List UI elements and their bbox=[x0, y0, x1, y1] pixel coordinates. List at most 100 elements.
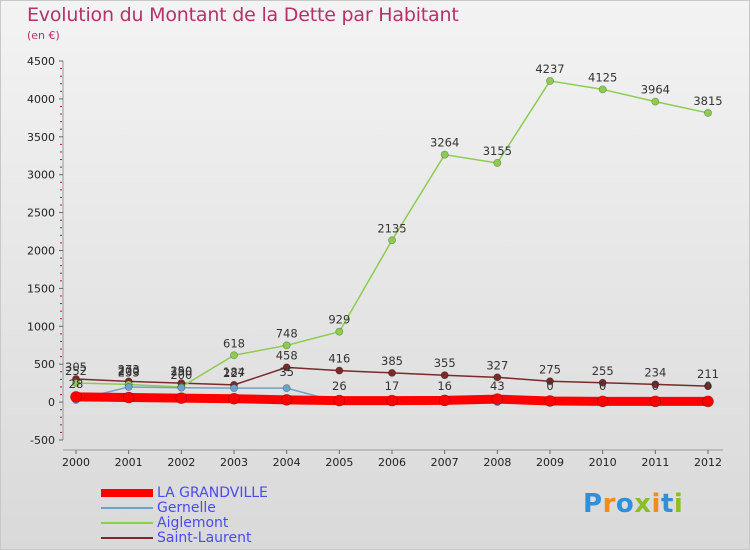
data-point bbox=[702, 395, 714, 408]
data-label: 184 bbox=[223, 365, 245, 379]
logo-letter: o bbox=[615, 489, 635, 519]
data-label: 355 bbox=[434, 356, 456, 370]
legend-label: Saint-Laurent bbox=[157, 530, 252, 546]
x-tick-label: 2001 bbox=[115, 456, 143, 469]
y-tick-label: 3000 bbox=[27, 169, 55, 182]
data-label: 416 bbox=[328, 352, 350, 366]
data-point bbox=[282, 341, 291, 350]
logo-letter: i bbox=[673, 489, 684, 519]
data-point bbox=[282, 384, 291, 393]
data-point bbox=[124, 383, 133, 391]
legend-label: Gernelle bbox=[157, 500, 216, 516]
data-point bbox=[596, 395, 609, 408]
y-tick-label: 1500 bbox=[27, 282, 55, 295]
logo-letter: P bbox=[583, 489, 603, 519]
y-tick-label: 4500 bbox=[27, 55, 55, 68]
data-label: 275 bbox=[539, 362, 561, 376]
y-tick-label: -500 bbox=[30, 434, 55, 447]
data-label: 929 bbox=[328, 313, 350, 327]
data-point bbox=[72, 379, 80, 387]
data-label: 200 bbox=[118, 364, 140, 378]
data-label: 0 bbox=[546, 379, 553, 393]
x-tick-label: 2010 bbox=[589, 456, 617, 469]
chart-unit: (en €) bbox=[27, 29, 60, 42]
data-point bbox=[70, 391, 82, 403]
logo-letter: i bbox=[651, 489, 661, 519]
x-tick-label: 2006 bbox=[378, 456, 406, 469]
x-tick-label: 2000 bbox=[62, 456, 90, 469]
data-point bbox=[388, 236, 396, 245]
data-point bbox=[704, 382, 712, 391]
data-label: 250 bbox=[170, 364, 192, 378]
proxiti-logo: Proxiti bbox=[583, 489, 683, 519]
x-tick-label: 2007 bbox=[431, 456, 459, 469]
x-tick-label: 2012 bbox=[694, 456, 722, 469]
data-label: 233 bbox=[118, 365, 140, 379]
data-label: 3264 bbox=[430, 136, 459, 150]
legend-label: LA GRANDVILLE bbox=[157, 485, 268, 501]
logo-letter: x bbox=[634, 489, 652, 519]
data-label: 43 bbox=[490, 379, 505, 393]
data-label: 16 bbox=[437, 379, 452, 393]
data-point bbox=[546, 377, 554, 386]
data-label: 458 bbox=[276, 348, 298, 362]
y-tick-label: 4000 bbox=[27, 93, 55, 106]
data-label: 200 bbox=[170, 368, 192, 382]
y-tick-label: 2500 bbox=[27, 207, 55, 220]
data-point bbox=[333, 394, 346, 407]
data-point bbox=[175, 392, 188, 404]
data-point bbox=[491, 393, 504, 405]
data-point bbox=[704, 109, 712, 117]
data-label: 234 bbox=[644, 365, 666, 379]
data-point bbox=[228, 392, 240, 405]
y-tick-label: 500 bbox=[34, 358, 55, 371]
data-label: 227 bbox=[223, 366, 245, 380]
data-point bbox=[388, 369, 396, 377]
data-point bbox=[649, 395, 662, 408]
data-point bbox=[335, 366, 344, 375]
data-label: 273 bbox=[118, 362, 140, 376]
chart-title: Evolution du Montant de la Dette par Hab… bbox=[27, 4, 459, 26]
data-label: 35 bbox=[279, 365, 294, 379]
data-label: 3155 bbox=[483, 144, 512, 158]
legend-label: Aiglemont bbox=[157, 515, 229, 531]
data-point bbox=[493, 159, 502, 167]
data-point bbox=[335, 327, 344, 336]
data-point bbox=[546, 77, 554, 85]
data-label: 385 bbox=[381, 354, 403, 368]
data-label: 618 bbox=[223, 336, 245, 350]
data-label: 190 bbox=[170, 365, 192, 379]
data-point bbox=[280, 394, 293, 406]
logo-letter: t bbox=[660, 489, 674, 519]
data-label: 748 bbox=[276, 326, 298, 340]
data-label: 3964 bbox=[641, 83, 670, 97]
x-tick-label: 2009 bbox=[536, 456, 564, 469]
data-point bbox=[598, 378, 607, 387]
data-label: 3815 bbox=[693, 94, 722, 108]
data-label: 2135 bbox=[377, 221, 406, 235]
data-label: 26 bbox=[332, 379, 347, 393]
data-point bbox=[493, 373, 502, 382]
data-point bbox=[440, 150, 449, 159]
data-point bbox=[651, 97, 660, 106]
legend-swatch bbox=[101, 522, 153, 524]
y-tick-label: 0 bbox=[48, 396, 55, 409]
x-tick-label: 2008 bbox=[483, 456, 511, 469]
x-tick-label: 2004 bbox=[273, 456, 301, 469]
logo-letter: r bbox=[602, 489, 616, 519]
data-label: 0 bbox=[704, 379, 711, 393]
x-tick-label: 2003 bbox=[220, 456, 248, 469]
data-label: 327 bbox=[486, 358, 508, 372]
x-tick-label: 2011 bbox=[641, 456, 669, 469]
x-tick-label: 2002 bbox=[167, 456, 195, 469]
data-point bbox=[122, 391, 135, 404]
data-label: 4237 bbox=[535, 62, 564, 76]
data-label: 305 bbox=[65, 360, 87, 374]
data-point bbox=[440, 371, 449, 380]
data-label: 0 bbox=[652, 379, 659, 393]
data-point bbox=[282, 363, 291, 372]
data-point bbox=[386, 394, 398, 407]
y-tick-label: 2000 bbox=[27, 245, 55, 258]
data-point bbox=[598, 85, 607, 94]
